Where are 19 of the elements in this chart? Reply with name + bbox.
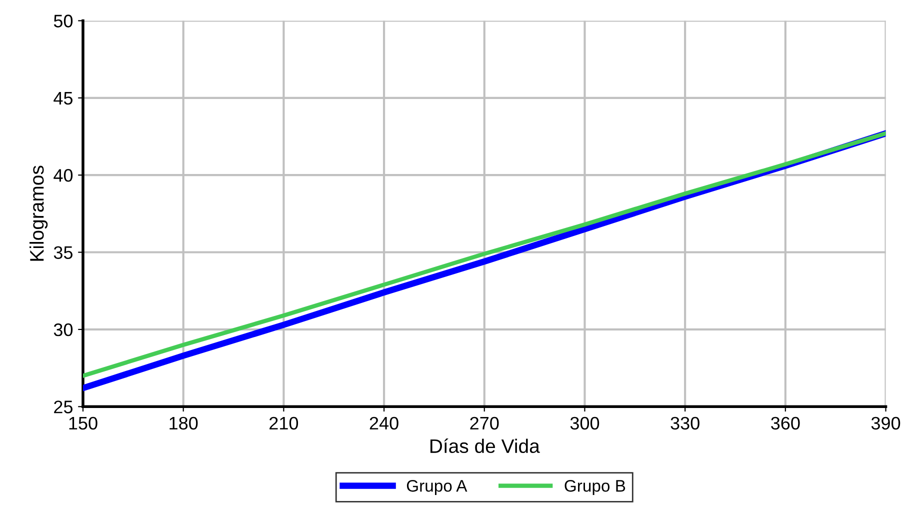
y-axis-title: Kilogramos [30,166,48,261]
y-tick-label: 45 [54,92,73,105]
legend-label: Grupo B [564,480,626,496]
y-tick-label: 40 [54,169,73,182]
x-tick-label: 240 [370,416,398,430]
x-tick-label: 270 [470,416,499,430]
x-tick-label: 210 [270,416,298,430]
y-tick-label: 25 [54,400,73,414]
y-tick-label: 35 [54,246,73,259]
y-tick-label: 50 [54,14,73,28]
x-tick-label: 390 [871,416,900,430]
x-tick-label: 300 [570,416,600,430]
x-tick-label: 360 [771,416,800,430]
x-tick-label: 180 [170,416,198,430]
legend-label: Grupo A [406,480,468,496]
y-tick-label: 30 [54,323,73,336]
x-tick-label: 330 [670,416,700,430]
x-axis-title: Días de Vida [430,438,540,454]
x-tick-label: 150 [69,416,98,430]
